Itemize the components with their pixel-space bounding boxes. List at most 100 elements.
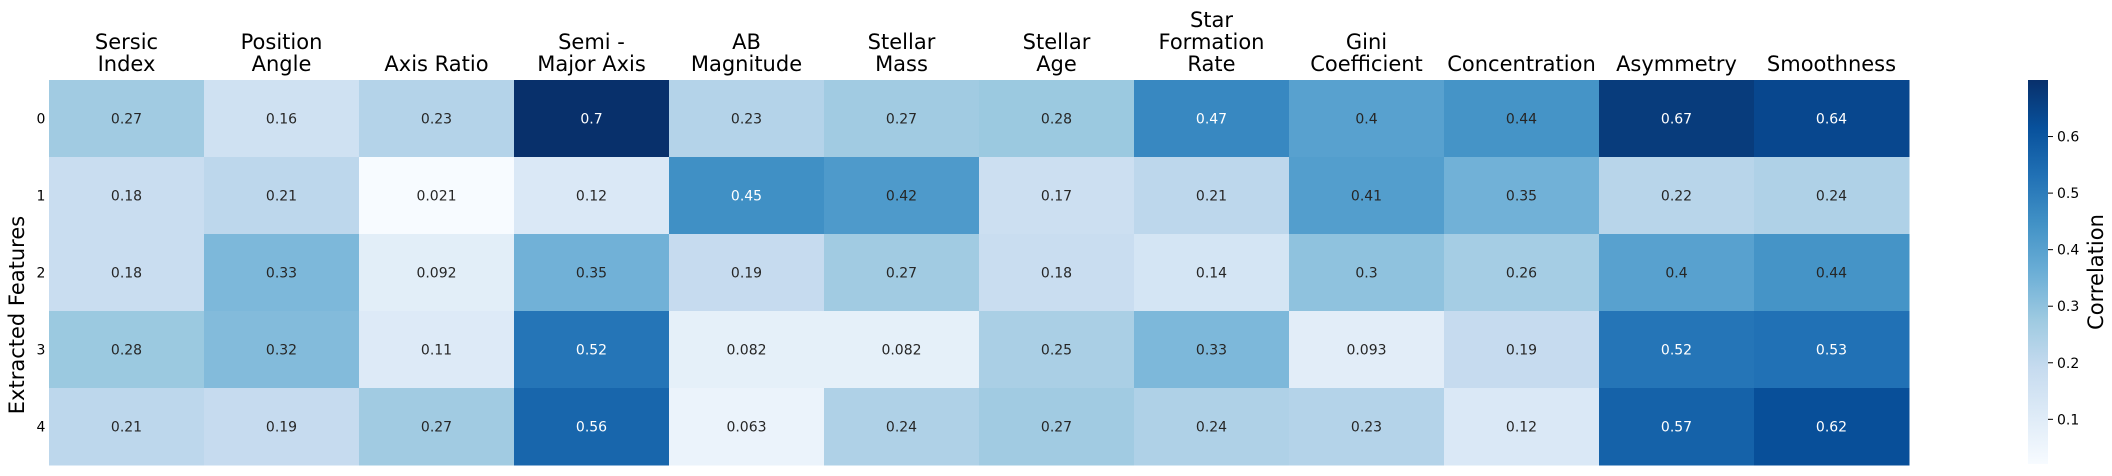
heatmap-cell [979,311,1135,389]
colorbar-tick-label: 0.1 [2057,412,2079,428]
column-label: AB [732,30,761,54]
colorbar-ticks: 0.1 0.2 0.3 0.4 0.5 0.6 [2048,130,2079,428]
heatmap-cell [514,311,670,389]
cell-value-label: 0.19 [1506,343,1537,359]
column-label: Gini [1346,30,1387,54]
column-label: Star [1190,8,1233,32]
cell-value-label: 0.22 [1661,189,1692,205]
cell-value-label: 0.14 [1196,266,1227,282]
heatmap-cell [1444,157,1600,235]
cell-value-label: 0.082 [726,343,766,359]
heatmap-cell [824,157,980,235]
column-label: Major Axis [537,52,646,76]
cell-value-label: 0.62 [1816,420,1847,436]
cell-value-label: 0.35 [576,266,607,282]
row-label: 1 [37,189,46,205]
cell-value-label: 0.27 [886,266,917,282]
y-axis-label: Extracted Features [5,216,29,414]
cell-value-label: 0.4 [1355,112,1377,128]
heatmap-cell [824,311,980,389]
heatmap-cell [204,234,360,312]
heatmap-cell [1444,80,1600,158]
cell-value-label: 0.23 [421,112,452,128]
heatmap-cell [359,234,515,312]
heatmap-cell [49,234,205,312]
heatmap-cell [669,388,825,466]
heatmap-cell [824,80,980,158]
heatmap-cell [1289,80,1445,158]
cell-value-label: 0.28 [1041,112,1072,128]
cell-value-label: 0.21 [111,420,142,436]
column-label: Sersic [95,30,158,54]
heatmap-cell [1134,388,1290,466]
cell-value-label: 0.26 [1506,266,1537,282]
cell-value-label: 0.45 [731,189,762,205]
cell-value-label: 0.33 [1196,343,1227,359]
cell-value-label: 0.41 [1351,189,1382,205]
cell-value-label: 0.28 [111,343,142,359]
cell-value-label: 0.092 [416,266,456,282]
cell-value-label: 0.3 [1355,266,1377,282]
cell-value-label: 0.063 [726,420,766,436]
colorbar-tick-label: 0.6 [2057,130,2079,146]
heatmap-cell [514,234,670,312]
column-label: Index [98,52,156,76]
heatmap-cell [1599,157,1755,235]
cell-value-label: 0.19 [731,266,762,282]
heatmap-cell [49,311,205,389]
row-label: 3 [37,343,46,359]
cell-value-label: 0.18 [111,266,142,282]
column-label: Formation [1159,30,1265,54]
cell-value-label: 0.47 [1196,112,1227,128]
heatmap-cell [1599,311,1755,389]
cell-value-label: 0.7 [580,112,602,128]
heatmap-cell [824,234,980,312]
heatmap-cell [1444,234,1600,312]
column-label: Stellar [868,30,936,54]
heatmap-cells: 0.27 0.16 0.23 0.7 0.23 0.27 0.28 0.47 0.4 0.44 0.… [49,80,1910,466]
colorbar-tick-label: 0.3 [2057,299,2079,315]
heatmap-cell [359,157,515,235]
heatmap-cell [1754,311,1910,389]
heatmap-cell [1134,80,1290,158]
cell-value-label: 0.24 [1816,189,1847,205]
column-label: Smoothness [1767,52,1896,76]
row-label: 2 [37,266,46,282]
cell-value-label: 0.12 [576,189,607,205]
heatmap-cell [1289,311,1445,389]
heatmap-cell [1134,234,1290,312]
heatmap-cell [1289,234,1445,312]
cell-value-label: 0.67 [1661,112,1692,128]
cell-value-label: 0.11 [421,343,452,359]
heatmap-cell [979,80,1135,158]
cell-value-label: 0.24 [1196,420,1227,436]
column-label: Axis Ratio [384,52,488,76]
cell-value-label: 0.25 [1041,343,1072,359]
cell-value-label: 0.52 [576,343,607,359]
heatmap-cell [204,80,360,158]
heatmap-cell [514,80,670,158]
cell-value-label: 0.27 [111,112,142,128]
cell-value-label: 0.23 [1351,420,1382,436]
column-label: Rate [1187,52,1235,76]
heatmap-cell [669,311,825,389]
cell-value-label: 0.53 [1816,343,1847,359]
heatmap-cell [1754,388,1910,466]
heatmap-cell [1289,157,1445,235]
heatmap-cell [1134,311,1290,389]
heatmap-cell [669,80,825,158]
cell-value-label: 0.64 [1816,112,1847,128]
cell-value-label: 0.44 [1816,266,1847,282]
row-label: 0 [37,112,46,128]
colorbar-label: Correlation [2084,214,2108,330]
row-label: 4 [37,420,46,436]
colorbar-tick-label: 0.2 [2057,356,2079,372]
heatmap-cell [49,80,205,158]
heatmap-cell [359,388,515,466]
heatmap-cell [1444,388,1600,466]
cell-value-label: 0.4 [1665,266,1687,282]
column-label: Magnitude [691,52,802,76]
cell-value-label: 0.32 [266,343,297,359]
